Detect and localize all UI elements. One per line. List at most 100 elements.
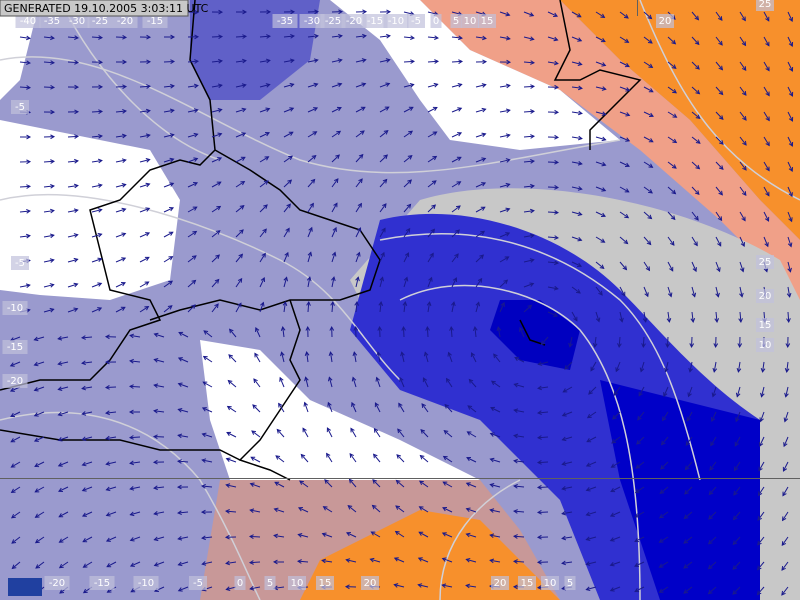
wind-arrow xyxy=(787,61,794,72)
wind-head xyxy=(601,86,607,91)
wind-shaft xyxy=(91,307,102,313)
wind-arrow xyxy=(297,533,309,538)
wind-arrow xyxy=(588,386,597,395)
label-box xyxy=(756,289,774,303)
wind-arrow xyxy=(177,586,189,592)
wind-arrow xyxy=(465,557,477,563)
wind-arrow xyxy=(347,505,357,513)
wind-arrow xyxy=(571,186,583,191)
wind-arrow xyxy=(441,532,453,538)
wind-arrow xyxy=(787,11,793,23)
wind-arrow xyxy=(639,361,645,373)
wind-shaft xyxy=(739,86,747,96)
wind-head xyxy=(307,251,313,257)
wind-head xyxy=(202,381,208,386)
wind-head xyxy=(306,300,311,306)
wind-shaft xyxy=(663,386,669,397)
wind-arrow xyxy=(43,233,55,239)
wind-arrow xyxy=(715,286,720,298)
wind-arrow xyxy=(19,184,32,189)
wind-shaft xyxy=(139,110,150,113)
wind-head xyxy=(577,61,583,66)
wind-shaft xyxy=(227,406,237,413)
wind-arrow xyxy=(715,136,724,145)
wind-shaft xyxy=(634,586,645,592)
wind-shaft xyxy=(643,286,649,297)
wind-shaft xyxy=(613,386,621,396)
wind-arrow xyxy=(139,207,151,213)
wind-shaft xyxy=(130,511,141,516)
wind-head xyxy=(585,536,591,542)
wind-head xyxy=(785,343,791,349)
wind-head xyxy=(658,513,664,519)
wind-shaft xyxy=(67,184,78,188)
wind-shaft xyxy=(781,561,789,571)
wind-arrow xyxy=(595,61,607,67)
wind-shaft xyxy=(499,36,510,40)
wind-shaft xyxy=(91,184,102,188)
wind-arrow xyxy=(571,311,578,322)
wind-arrow xyxy=(547,109,560,115)
wind-arrow xyxy=(403,106,414,113)
wind-arrow xyxy=(781,561,789,571)
wind-arrow xyxy=(273,507,285,513)
wind-arrow xyxy=(283,227,290,238)
wind-arrow xyxy=(715,211,723,222)
wind-shaft xyxy=(130,360,141,363)
wind-arrow xyxy=(372,453,381,463)
wind-shaft xyxy=(586,486,597,491)
wind-head xyxy=(760,367,766,373)
wind-arrow xyxy=(735,411,741,423)
wind-head xyxy=(480,230,486,236)
wind-shaft xyxy=(562,461,573,465)
wind-head xyxy=(718,115,724,121)
wind-shaft xyxy=(571,161,582,165)
wind-head xyxy=(82,563,88,568)
wind-arrow xyxy=(619,236,629,245)
wind-head xyxy=(500,301,505,307)
wind-head xyxy=(332,226,337,232)
wind-shaft xyxy=(403,204,411,213)
wind-head xyxy=(670,241,675,246)
wind-shaft xyxy=(35,486,45,493)
contour-label: -40 xyxy=(20,16,36,27)
wind-shaft xyxy=(547,11,558,17)
wind-shaft xyxy=(739,136,747,146)
wind-shaft xyxy=(379,252,385,263)
wind-head xyxy=(324,479,329,484)
wind-arrow xyxy=(739,261,745,273)
wind-arrow xyxy=(235,132,247,138)
wind-arrow xyxy=(304,376,309,388)
wind-shaft xyxy=(715,86,724,95)
wind-shaft xyxy=(732,561,741,570)
wind-head xyxy=(217,132,223,138)
wind-head xyxy=(399,376,404,382)
wind-head xyxy=(378,301,384,306)
contour-label: -5 xyxy=(15,258,25,269)
wind-shaft xyxy=(586,586,597,591)
wind-shaft xyxy=(34,336,45,341)
wind-shaft xyxy=(129,436,141,439)
wind-arrow xyxy=(283,107,295,113)
wind-head xyxy=(536,534,542,540)
wind-shaft xyxy=(587,411,597,419)
wind-shaft xyxy=(739,236,745,247)
wind-shaft xyxy=(490,484,501,488)
wind-head xyxy=(489,483,495,488)
wind-head xyxy=(273,507,279,513)
wind-arrow xyxy=(465,482,477,488)
wind-head xyxy=(688,367,693,373)
wind-head xyxy=(26,134,32,140)
wind-head xyxy=(386,9,392,15)
wind-arrow xyxy=(253,378,261,388)
wind-shaft xyxy=(426,326,429,338)
wind-head xyxy=(536,559,542,565)
wind-shaft xyxy=(688,386,693,397)
wind-shaft xyxy=(43,61,55,64)
wind-head xyxy=(445,377,451,383)
wind-shaft xyxy=(331,59,342,63)
wind-head xyxy=(326,427,332,433)
wind-shaft xyxy=(713,361,717,372)
wind-head xyxy=(217,157,223,162)
